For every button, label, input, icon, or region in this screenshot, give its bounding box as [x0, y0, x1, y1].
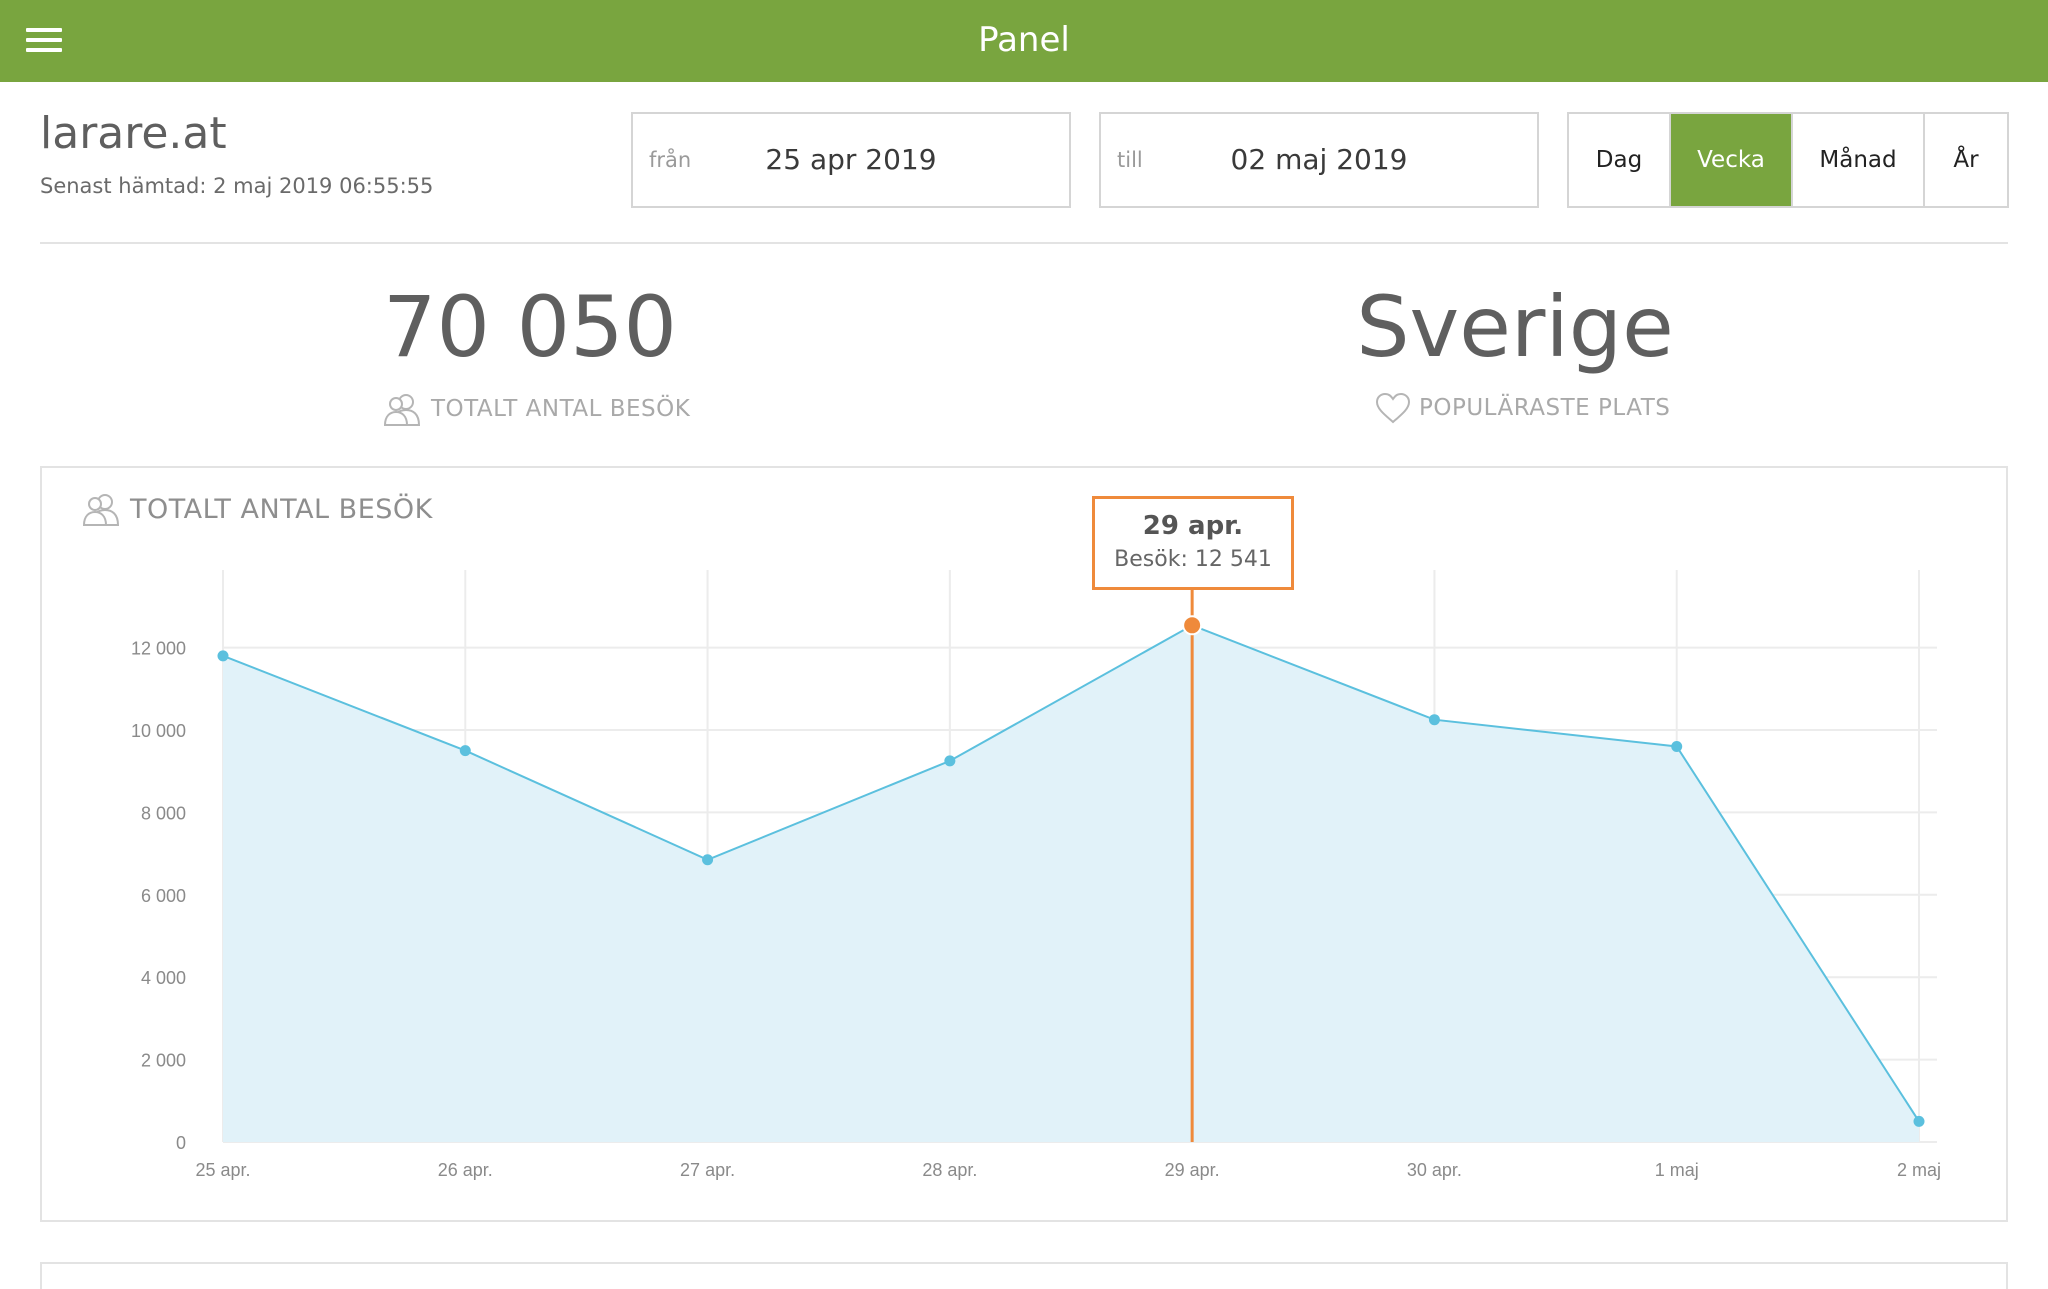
date-from-field[interactable]: från 25 apr 2019 — [631, 112, 1071, 208]
heart-icon — [1375, 392, 1411, 424]
tooltip-value: Besök: 12 541 — [1114, 547, 1272, 572]
total-visits-label: TOTALT ANTAL BESÖK — [431, 396, 691, 422]
users-icon — [82, 494, 120, 526]
series-area — [223, 625, 1919, 1142]
data-point — [1671, 740, 1683, 752]
period-week-button[interactable]: Vecka — [1671, 114, 1793, 206]
data-point — [944, 755, 956, 767]
tooltip-date: 29 apr. — [1142, 511, 1244, 541]
data-point — [217, 650, 229, 662]
total-visits-value: 70 050 — [383, 278, 677, 376]
y-tick-label: 0 — [176, 1133, 186, 1153]
chart-heading-row: TOTALT ANTAL BESÖK — [82, 492, 433, 526]
period-month-button[interactable]: Månad — [1793, 114, 1925, 206]
x-tick-label: 26 apr. — [438, 1160, 493, 1180]
y-tick-label: 6 000 — [141, 886, 186, 906]
y-tick-label: 2 000 — [141, 1051, 186, 1071]
x-tick-label: 29 apr. — [1165, 1160, 1220, 1180]
period-selector: Dag Vecka Månad År — [1567, 112, 2009, 208]
top-bar: Panel — [0, 0, 2048, 82]
period-year-button[interactable]: År — [1953, 147, 1979, 173]
y-tick-label: 8 000 — [141, 803, 186, 823]
visits-chart-card: TOTALT ANTAL BESÖK 0 2 000 4 000 6 000 8 000… — [40, 466, 2008, 1222]
hamburger-menu-icon[interactable] — [26, 26, 62, 56]
x-tick-label: 27 apr. — [680, 1160, 735, 1180]
visits-area-chart: 0 2 000 4 000 6 000 8 000 10 000 12 000 25 apr.… — [131, 570, 1941, 1180]
chart-tooltip: 29 apr. Besök: 12 541 — [1092, 496, 1294, 590]
users-icon — [383, 394, 421, 426]
x-tick-label: 30 apr. — [1407, 1160, 1462, 1180]
data-point — [1428, 714, 1440, 726]
period-day-button[interactable]: Dag — [1569, 114, 1671, 206]
series-line — [222, 624, 1920, 1122]
page-title: Panel — [978, 20, 1070, 60]
y-tick-label: 12 000 — [131, 639, 186, 659]
popular-place-label-row: POPULÄRASTE PLATS — [1375, 392, 1670, 424]
highlight-point — [1182, 615, 1203, 636]
date-to-value: 02 maj 2019 — [1230, 143, 1408, 176]
x-tick-label: 1 maj — [1655, 1160, 1699, 1180]
data-point — [1913, 1115, 1925, 1127]
date-to-label: till — [1117, 148, 1143, 172]
x-tick-label: 2 maj — [1897, 1160, 1941, 1180]
site-name: larare.at — [40, 108, 227, 159]
date-to-field[interactable]: till 02 maj 2019 — [1099, 112, 1539, 208]
popular-place-value: Sverige — [1356, 278, 1674, 376]
chart-heading: TOTALT ANTAL BESÖK — [130, 493, 433, 525]
x-tick-label: 28 apr. — [922, 1160, 977, 1180]
x-tick-label: 25 apr. — [195, 1160, 250, 1180]
next-card — [40, 1262, 2008, 1289]
last-fetched-text: Senast hämtad: 2 maj 2019 06:55:55 — [40, 174, 434, 198]
date-from-label: från — [649, 148, 692, 172]
popular-place-label: POPULÄRASTE PLATS — [1419, 395, 1671, 421]
total-visits-label-row: TOTALT ANTAL BESÖK — [383, 392, 690, 426]
data-point — [459, 745, 471, 757]
header-divider — [40, 242, 2008, 244]
data-point — [702, 854, 714, 866]
date-from-value: 25 apr 2019 — [765, 143, 937, 176]
y-tick-label: 10 000 — [131, 721, 186, 741]
y-tick-label: 4 000 — [141, 968, 186, 988]
